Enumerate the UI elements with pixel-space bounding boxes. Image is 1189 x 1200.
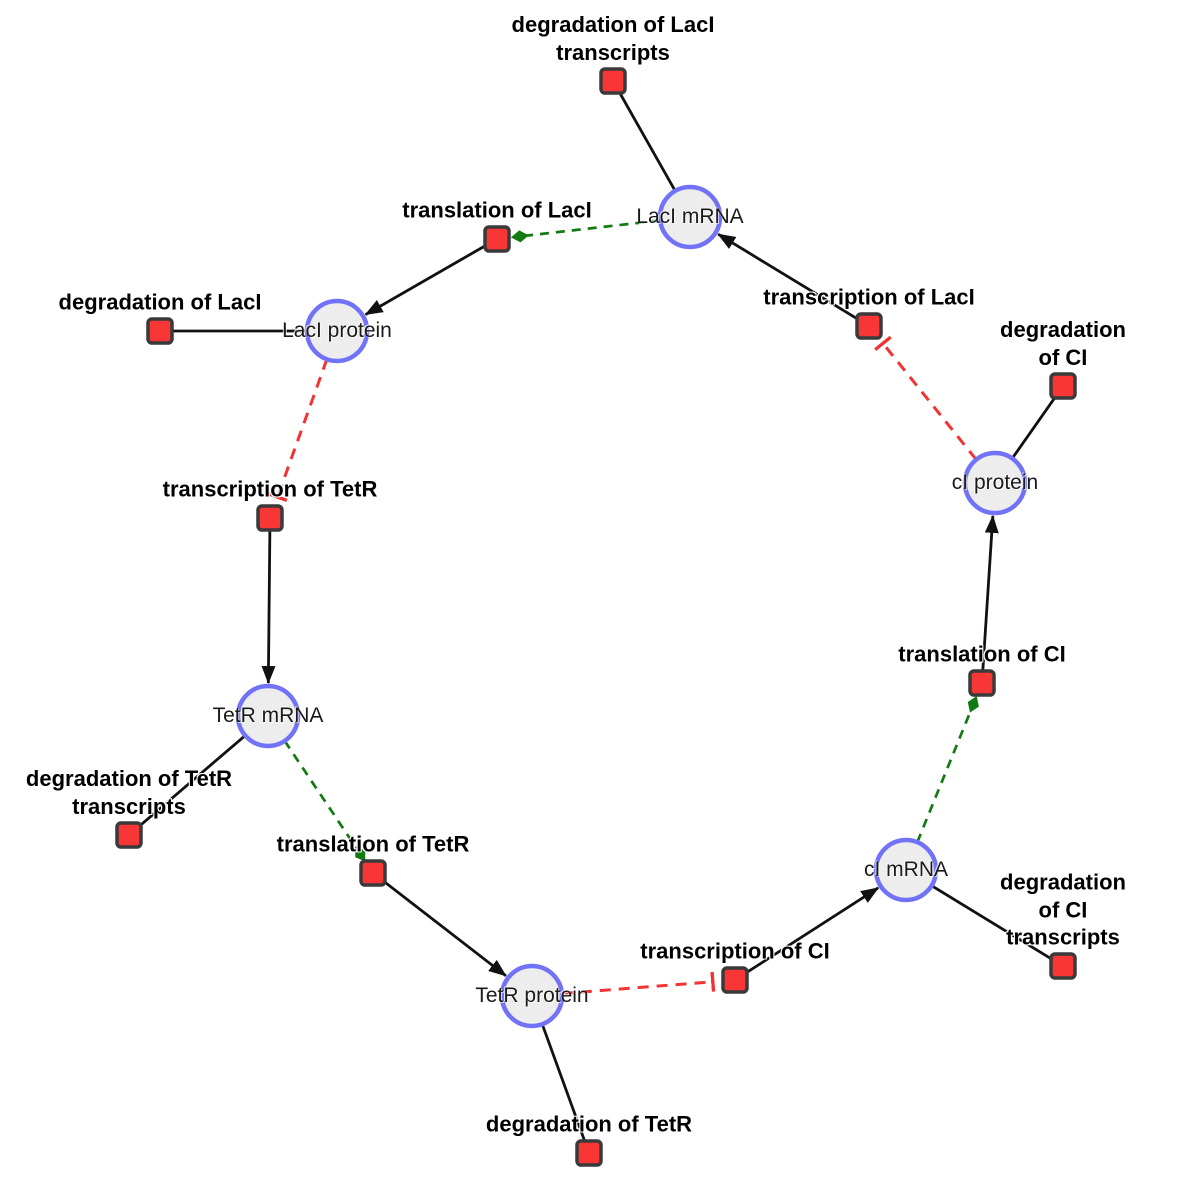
species-node-laci-protein — [304, 298, 370, 364]
edge-tetr-protein-to-degradation-tetr — [540, 1023, 589, 1150]
edge-translation-ci-to-ci-protein — [981, 514, 999, 671]
edge-tetr-mrna-to-degradation-tetr-transcripts — [131, 734, 247, 834]
edge-ci-mrna-to-translation-ci — [916, 695, 979, 843]
edge-transcription-laci-to-laci-mrna — [717, 232, 859, 321]
reaction-node-transcription-tetr — [256, 504, 284, 532]
reaction-node-translation-laci — [483, 225, 511, 253]
edge-transcription-ci-to-ci-mrna — [745, 886, 880, 975]
node-layer — [115, 67, 1077, 1167]
edge-translation-laci-to-laci-protein — [364, 244, 487, 316]
edge-tetr-mrna-to-translation-tetr — [283, 740, 366, 862]
edge-laci-mrna-to-degradation-laci-transcripts — [613, 83, 677, 192]
species-node-ci-protein — [962, 450, 1028, 516]
edge-layer — [131, 83, 1062, 1150]
edge-ci-mrna-to-degradation-ci-transcripts — [930, 884, 1061, 966]
species-node-ci-mrna — [873, 837, 939, 903]
edge-ci-protein-to-transcription-laci — [874, 335, 978, 461]
reaction-node-translation-ci — [968, 669, 996, 697]
edge-tetr-protein-to-transcription-ci — [561, 971, 716, 996]
reaction-node-degradation-tetr — [575, 1139, 603, 1167]
edge-ci-protein-to-degradation-ci — [1011, 388, 1062, 460]
species-node-tetr-protein — [499, 963, 565, 1029]
reaction-node-degradation-laci — [146, 317, 174, 345]
species-node-laci-mrna — [657, 184, 723, 250]
reaction-node-transcription-laci — [855, 312, 883, 340]
edge-laci-mrna-to-translation-laci — [510, 219, 661, 243]
inset-chart — [483, 449, 759, 720]
reaction-node-degradation-laci-transcripts — [599, 67, 627, 95]
edge-transcription-tetr-to-tetr-mrna — [261, 530, 276, 685]
reaction-node-degradation-tetr-transcripts — [115, 821, 143, 849]
reaction-node-transcription-ci — [721, 966, 749, 994]
edge-translation-tetr-to-tetr-protein — [382, 879, 507, 977]
reaction-node-translation-tetr — [359, 859, 387, 887]
edge-laci-protein-to-transcription-tetr — [267, 358, 329, 502]
plot-background — [483, 449, 759, 720]
reaction-node-degradation-ci — [1049, 372, 1077, 400]
reaction-node-degradation-ci-transcripts — [1049, 952, 1077, 980]
species-node-tetr-mrna — [235, 683, 301, 749]
